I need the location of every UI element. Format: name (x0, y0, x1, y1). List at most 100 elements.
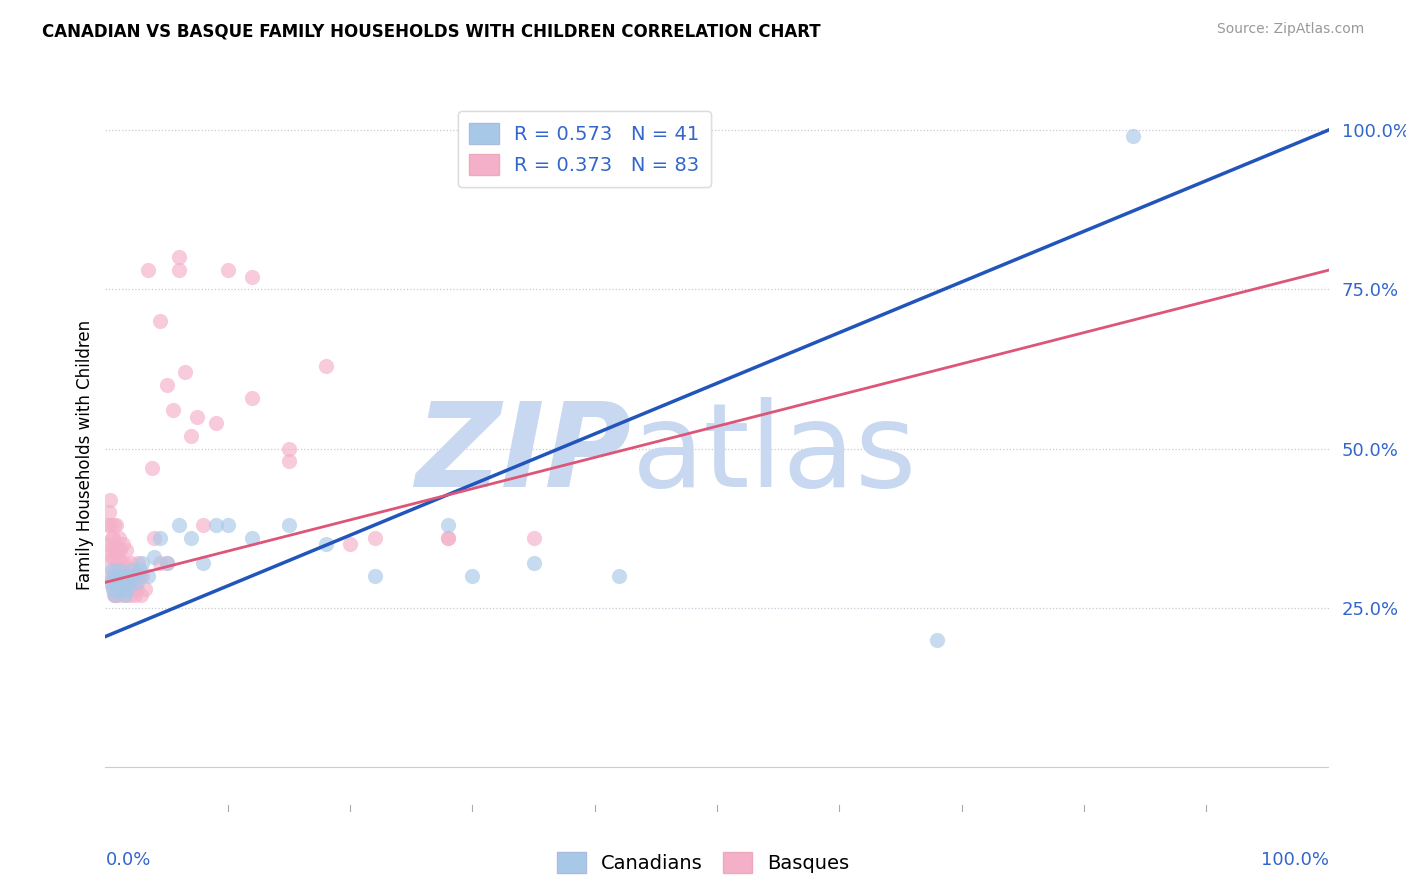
Point (437, 531, 460, 545)
Point (111, 569, 134, 583)
Point (127, 575, 149, 590)
Point (143, 549, 166, 564)
Point (101, 531, 124, 545)
Point (108, 531, 131, 545)
Point (111, 582, 134, 596)
Point (186, 409, 208, 424)
Point (108, 563, 131, 577)
Point (100, 575, 122, 590)
Point (118, 575, 141, 590)
Point (108, 543, 131, 558)
Point (1122, 129, 1144, 144)
Point (98, 575, 121, 590)
Point (149, 531, 172, 545)
Point (107, 582, 129, 596)
Point (101, 582, 124, 596)
Point (108, 588, 131, 602)
Point (217, 263, 239, 277)
Point (96, 537, 118, 551)
Point (125, 569, 148, 583)
Point (114, 588, 136, 602)
Point (97, 518, 120, 533)
Point (100, 563, 122, 577)
Text: 0.0%: 0.0% (105, 851, 150, 869)
Point (240, 391, 263, 405)
Point (118, 569, 141, 583)
Point (278, 518, 301, 533)
Point (131, 556, 153, 570)
Point (167, 263, 190, 277)
Point (107, 543, 129, 558)
Point (136, 569, 159, 583)
Point (127, 556, 149, 570)
Point (104, 537, 127, 551)
Point (115, 575, 138, 590)
Point (112, 582, 135, 596)
Point (122, 582, 145, 596)
Point (98, 505, 121, 519)
Point (143, 531, 166, 545)
Point (98, 492, 121, 507)
Point (110, 582, 132, 596)
Point (105, 518, 128, 533)
Point (128, 563, 150, 577)
Point (240, 269, 263, 284)
Point (141, 460, 163, 475)
Point (105, 543, 128, 558)
Point (118, 569, 141, 583)
Point (100, 531, 122, 545)
Point (121, 569, 143, 583)
Point (114, 569, 136, 583)
Point (108, 582, 131, 596)
Point (103, 569, 125, 583)
Point (278, 454, 301, 468)
Point (927, 632, 949, 647)
Point (156, 556, 179, 570)
Text: 100.0%: 100.0% (1261, 851, 1329, 869)
Point (156, 556, 179, 570)
Point (339, 537, 361, 551)
Legend: R = 0.573   N = 41, R = 0.373   N = 83: R = 0.573 N = 41, R = 0.373 N = 83 (458, 112, 711, 186)
Text: Source: ZipAtlas.com: Source: ZipAtlas.com (1216, 22, 1364, 37)
Point (104, 563, 127, 577)
Point (129, 588, 152, 602)
Point (115, 575, 138, 590)
Point (136, 263, 159, 277)
Point (128, 569, 150, 583)
Point (118, 588, 141, 602)
Point (240, 531, 263, 545)
Point (162, 403, 184, 417)
Point (108, 569, 131, 583)
Point (461, 569, 484, 583)
Point (103, 569, 125, 583)
Point (100, 549, 122, 564)
Point (101, 582, 124, 596)
Point (98, 518, 121, 533)
Point (110, 556, 132, 570)
Point (278, 442, 301, 456)
Point (104, 588, 127, 602)
Legend: Canadians, Basques: Canadians, Basques (548, 844, 858, 880)
Point (363, 569, 385, 583)
Point (127, 582, 149, 596)
Point (149, 556, 172, 570)
Point (112, 556, 135, 570)
Point (204, 518, 226, 533)
Point (363, 531, 385, 545)
Point (104, 588, 127, 602)
Point (134, 582, 156, 596)
Point (193, 556, 215, 570)
Point (120, 556, 142, 570)
Point (124, 588, 146, 602)
Point (149, 314, 172, 328)
Point (174, 365, 197, 379)
Point (105, 575, 128, 590)
Point (103, 549, 125, 564)
Point (107, 569, 129, 583)
Point (115, 543, 138, 558)
Point (110, 575, 132, 590)
Point (101, 543, 124, 558)
Point (111, 537, 134, 551)
Point (131, 569, 153, 583)
Point (117, 569, 139, 583)
